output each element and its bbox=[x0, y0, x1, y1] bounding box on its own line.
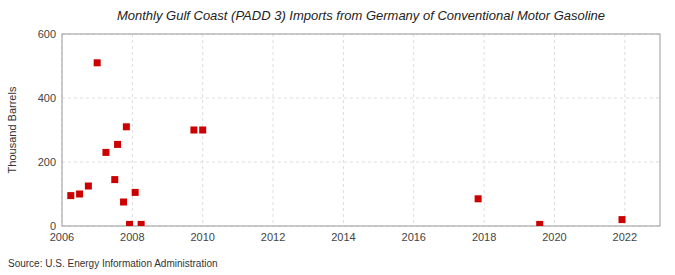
x-tick-label: 2018 bbox=[472, 231, 496, 243]
y-tick-label: 600 bbox=[38, 28, 56, 40]
point bbox=[102, 149, 109, 156]
point bbox=[536, 221, 543, 226]
x-tick-label: 2006 bbox=[50, 231, 74, 243]
point bbox=[85, 183, 92, 190]
x-tick-label: 2022 bbox=[613, 231, 637, 243]
y-tick-label: 200 bbox=[38, 156, 56, 168]
point bbox=[111, 176, 118, 183]
x-tick-label: 2020 bbox=[542, 231, 566, 243]
y-grid-line bbox=[62, 98, 660, 99]
plot-frame bbox=[62, 34, 660, 226]
point bbox=[619, 216, 626, 223]
grid bbox=[62, 34, 660, 226]
point bbox=[190, 127, 197, 134]
point bbox=[67, 192, 74, 199]
point bbox=[138, 221, 145, 226]
x-tick-label: 2012 bbox=[261, 231, 285, 243]
source-note: Source: U.S. Energy Information Administ… bbox=[8, 258, 218, 269]
point bbox=[114, 141, 121, 148]
y-grid-line bbox=[62, 162, 660, 163]
y-tick-label: 0 bbox=[50, 220, 56, 232]
points bbox=[67, 59, 625, 226]
x-grid-line bbox=[132, 34, 133, 226]
point bbox=[94, 59, 101, 66]
point bbox=[132, 189, 139, 196]
x-tick-label: 2008 bbox=[120, 231, 144, 243]
point bbox=[126, 221, 133, 226]
point bbox=[76, 191, 83, 198]
x-grid-line bbox=[624, 34, 625, 226]
x-grid-line bbox=[484, 34, 485, 226]
x-grid-line bbox=[343, 34, 344, 226]
x-tick-label: 2016 bbox=[402, 231, 426, 243]
x-grid-line bbox=[413, 34, 414, 226]
title: Monthly Gulf Coast (PADD 3) Imports from… bbox=[117, 8, 605, 23]
x-grid-line bbox=[554, 34, 555, 226]
x-tick-label: 2010 bbox=[190, 231, 214, 243]
chart: Monthly Gulf Coast (PADD 3) Imports from… bbox=[0, 0, 675, 275]
x-tick-label: 2014 bbox=[331, 231, 355, 243]
point bbox=[199, 127, 206, 134]
point bbox=[123, 123, 130, 130]
point bbox=[475, 195, 482, 202]
y-tick-label: 400 bbox=[38, 92, 56, 104]
point bbox=[120, 199, 127, 206]
y-axis-label: Thousand Barrels bbox=[6, 86, 18, 173]
x-grid-line bbox=[273, 34, 274, 226]
